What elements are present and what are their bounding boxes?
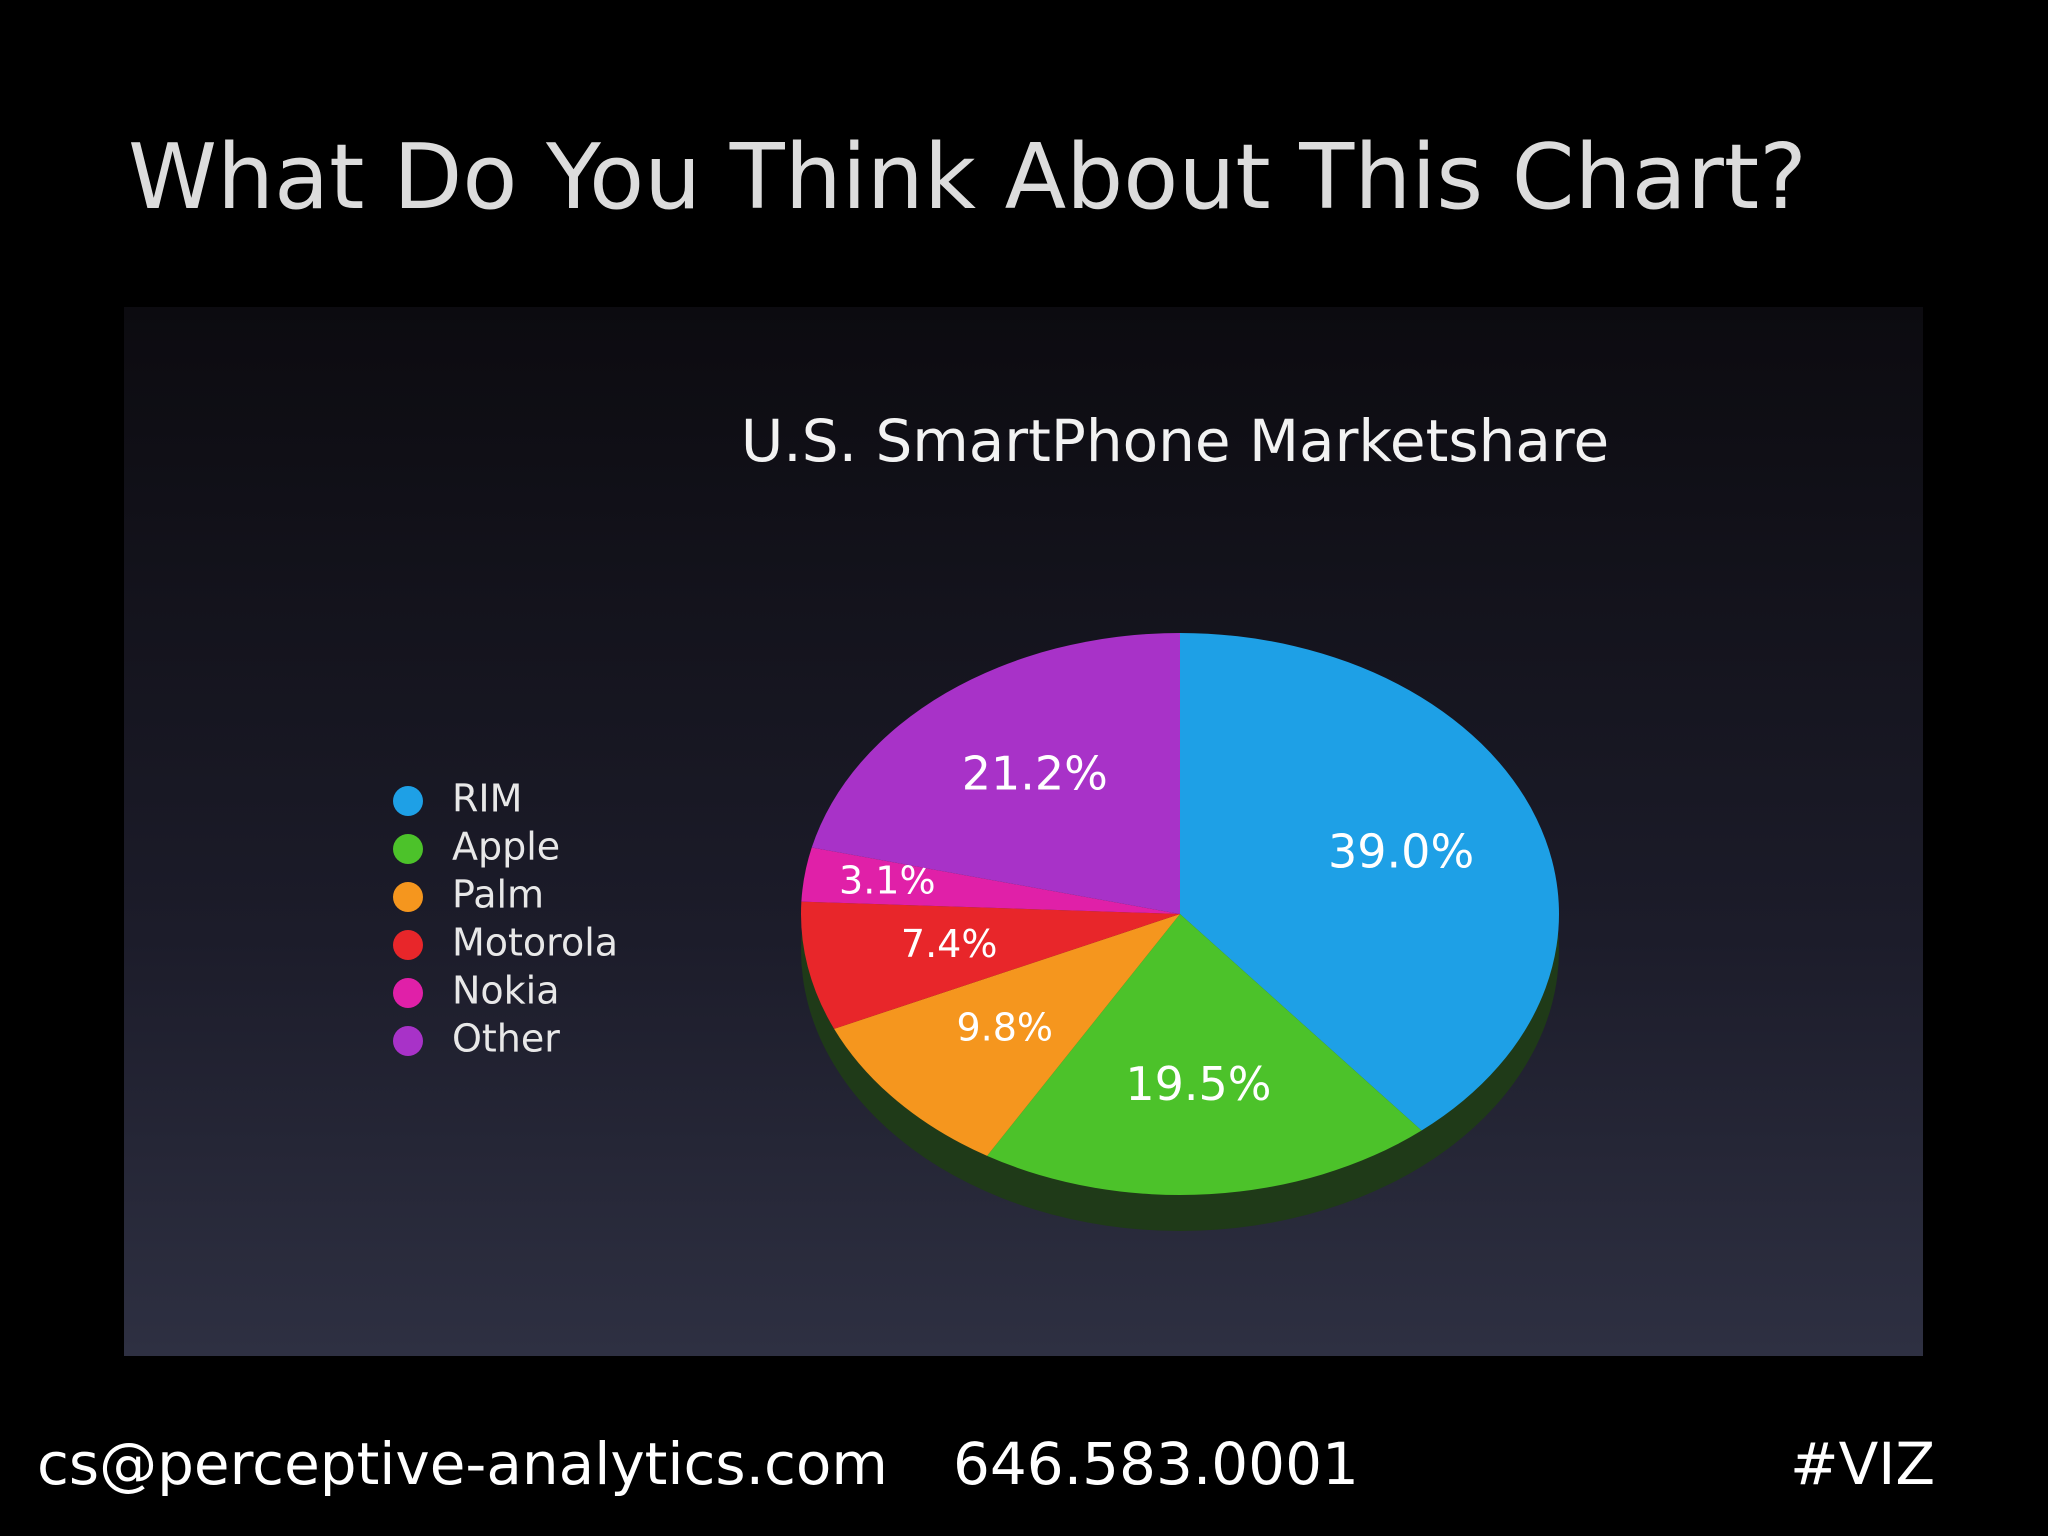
chart-title: U.S. SmartPhone Marketshare [741, 407, 1609, 475]
footer-email: cs@perceptive-analytics.com [37, 1430, 888, 1498]
legend-label: Palm [452, 873, 544, 917]
pie-slice [1180, 633, 1559, 1131]
data-label: 39.0% [1328, 824, 1474, 878]
pie-slice [987, 914, 1422, 1195]
data-label: 21.2% [962, 747, 1108, 801]
pie-slice [834, 914, 1180, 1156]
pie-slice [811, 633, 1180, 914]
footer-phone: 646.583.0001 [953, 1430, 1359, 1498]
legend-swatch [393, 1026, 423, 1056]
legend-label: RIM [452, 777, 522, 821]
legend-swatch [393, 786, 423, 816]
legend-swatch [393, 930, 423, 960]
pie: 39.0%19.5%9.8%7.4%3.1%21.2% [801, 633, 1559, 1195]
legend-label: Apple [452, 825, 560, 869]
footer-tag: #VIZ [1790, 1430, 1935, 1498]
pie-slice [801, 901, 1180, 1029]
legend-label: Nokia [452, 969, 560, 1013]
legend-swatch [393, 882, 423, 912]
legend-swatch [393, 834, 423, 864]
data-label: 19.5% [1125, 1057, 1271, 1111]
data-label: 9.8% [956, 1006, 1053, 1050]
slide-title: What Do You Think About This Chart? [128, 125, 1807, 230]
legend-swatch [393, 978, 423, 1008]
data-label: 7.4% [901, 922, 998, 966]
legend-label: Motorola [452, 921, 618, 965]
legend-label: Other [452, 1017, 560, 1061]
pie-slice [801, 847, 1180, 914]
